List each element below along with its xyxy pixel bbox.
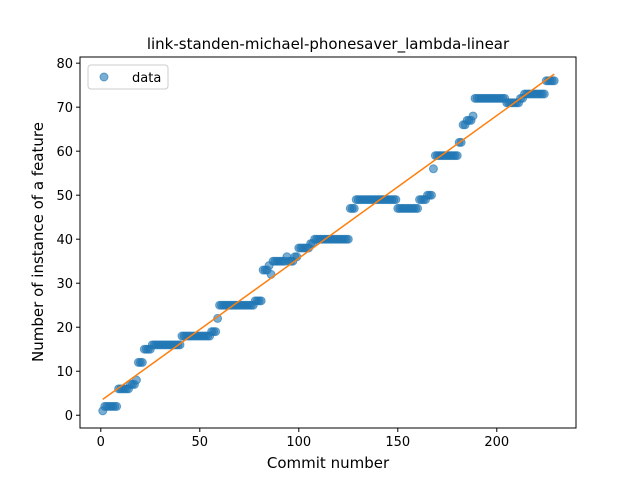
y-tick-label: 40 <box>56 233 73 248</box>
data-point <box>426 190 436 200</box>
fit-line <box>102 73 555 401</box>
legend-label: data <box>132 71 161 86</box>
data-point <box>211 327 221 337</box>
data-point <box>428 164 438 174</box>
x-axis-label: Commit number <box>267 454 390 472</box>
data-point <box>213 313 223 323</box>
data-point <box>539 89 549 99</box>
data-point <box>137 357 147 367</box>
y-tick-label: 0 <box>65 409 73 424</box>
y-tick-label: 70 <box>56 101 73 116</box>
data-point <box>256 296 266 306</box>
x-tick-label: 150 <box>385 435 410 450</box>
y-tick-label: 50 <box>56 189 73 204</box>
x-tick-label: 50 <box>192 435 209 450</box>
x-tick-label: 0 <box>97 435 105 450</box>
x-tick-label: 100 <box>286 435 311 450</box>
y-tick-label: 20 <box>56 321 73 336</box>
data-point <box>468 111 478 121</box>
data-point <box>452 151 462 161</box>
x-tick-label: 200 <box>484 435 509 450</box>
y-axis-label: Number of instance of a feature <box>29 122 47 362</box>
y-tick-label: 30 <box>56 277 73 292</box>
data-point <box>391 195 401 205</box>
data-point <box>549 76 559 86</box>
y-tick-label: 10 <box>56 365 73 380</box>
legend-marker <box>99 72 109 82</box>
plot-frame <box>79 56 577 429</box>
data-point <box>266 269 276 279</box>
data-point <box>349 203 359 213</box>
legend-box <box>87 64 169 90</box>
y-tick-label: 60 <box>56 145 73 160</box>
data-point <box>413 203 423 213</box>
data-point <box>343 234 353 244</box>
y-tick-label: 80 <box>56 57 73 72</box>
data-point <box>112 401 122 411</box>
chart-title: link-standen-michael-phonesaver_lambda-l… <box>147 35 510 54</box>
